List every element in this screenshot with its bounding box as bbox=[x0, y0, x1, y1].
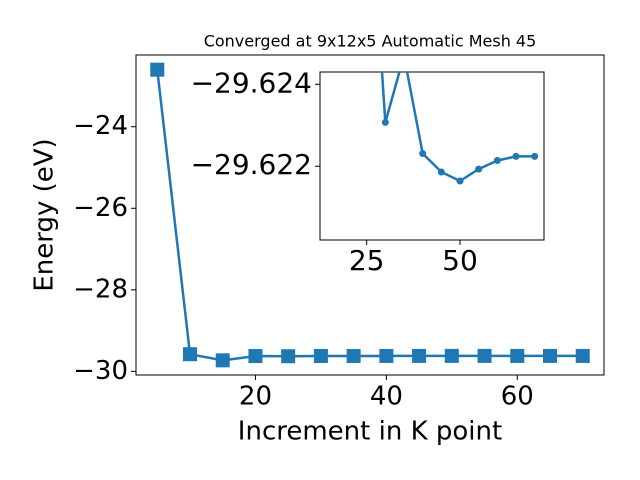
y-axis-label: Energy (eV) bbox=[30, 138, 60, 291]
marker bbox=[215, 353, 230, 368]
line bbox=[380, 72, 535, 183]
marker bbox=[575, 348, 590, 363]
marker bbox=[150, 62, 165, 77]
marker bbox=[346, 349, 361, 364]
y-tick-label: −29.624 bbox=[191, 66, 312, 99]
marker bbox=[531, 152, 539, 160]
marker bbox=[281, 349, 296, 364]
y-tick-label: −29.622 bbox=[191, 148, 312, 181]
x-axis-label: Increment in K point bbox=[238, 417, 502, 447]
x-tick-label: 25 bbox=[349, 244, 385, 277]
plot-clip bbox=[380, 52, 539, 185]
plot-area bbox=[135, 54, 605, 376]
chart-title: Converged at 9x12x5 Automatic Mesh 45 bbox=[204, 32, 537, 51]
marker bbox=[444, 348, 459, 363]
marker bbox=[419, 150, 427, 158]
marker bbox=[379, 348, 394, 363]
marker bbox=[512, 152, 520, 160]
plot-area bbox=[319, 71, 545, 241]
marker bbox=[475, 165, 483, 173]
x-tick-label: 40 bbox=[370, 382, 403, 412]
marker bbox=[248, 349, 263, 364]
x-tick-label: 60 bbox=[501, 382, 534, 412]
marker bbox=[456, 177, 464, 185]
marker bbox=[401, 52, 408, 59]
y-tick-label: −26 bbox=[73, 193, 128, 223]
marker bbox=[477, 348, 492, 363]
marker bbox=[437, 168, 445, 176]
marker bbox=[313, 348, 328, 363]
line bbox=[156, 69, 583, 362]
y-tick-label: −24 bbox=[73, 111, 128, 141]
marker bbox=[381, 118, 389, 126]
marker bbox=[510, 348, 525, 363]
marker bbox=[493, 157, 501, 165]
marker bbox=[183, 347, 197, 362]
y-tick-label: −28 bbox=[73, 274, 128, 304]
plot-clip bbox=[150, 62, 590, 368]
y-tick-label: −30 bbox=[73, 356, 128, 386]
x-tick-label: 50 bbox=[442, 244, 478, 277]
x-tick-label: 20 bbox=[239, 382, 272, 412]
marker bbox=[412, 348, 427, 363]
marker bbox=[543, 348, 557, 363]
